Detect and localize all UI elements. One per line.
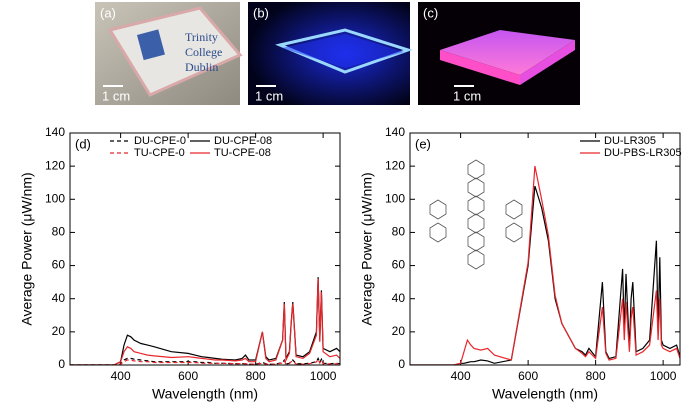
y-tick-label: 40 <box>52 291 66 305</box>
x-axis-label: Wavelength (nm) <box>492 386 598 402</box>
legend-label: DU-CPE-08 <box>214 135 272 147</box>
photo-b: (b) 1 cm <box>248 2 413 105</box>
plot-lines <box>70 277 340 365</box>
y-axis-label: Average Power (μW/nm) <box>19 172 35 325</box>
x-tick-label: 400 <box>451 369 471 383</box>
y-tick-label: 140 <box>385 125 405 139</box>
x-tick-label: 600 <box>178 369 198 383</box>
y-tick-label: 80 <box>392 225 406 239</box>
y-tick-label: 80 <box>52 225 66 239</box>
series-line <box>70 278 340 365</box>
plot-lines <box>410 165 680 365</box>
y-tick-label: 140 <box>45 125 65 139</box>
y-tick-label: 120 <box>45 158 65 172</box>
legend-label: DU-PBS-LR305 <box>604 147 682 159</box>
x-tick-label: 800 <box>586 369 606 383</box>
y-tick-label: 20 <box>392 324 406 338</box>
scale-label: 1 cm <box>453 88 481 103</box>
panel-label: (a) <box>100 5 116 20</box>
y-tick-label: 60 <box>52 258 66 272</box>
molecule-inset <box>429 159 523 270</box>
legend-label: TU-CPE-08 <box>214 147 271 159</box>
x-tick-label: 1000 <box>310 369 337 383</box>
panel-label: (c) <box>423 5 438 20</box>
series-line <box>410 185 680 365</box>
panel-label: (b) <box>253 5 269 20</box>
y-axis-label: Average Power (μW/nm) <box>359 172 375 325</box>
scale-label: 1 cm <box>255 88 283 103</box>
y-tick-label: 0 <box>58 357 65 371</box>
y-tick-label: 20 <box>52 324 66 338</box>
legend-label: DU-CPE-0 <box>134 135 186 147</box>
panel-label: (e) <box>415 136 431 151</box>
y-tick-label: 40 <box>392 291 406 305</box>
x-axis-label: Wavelength (nm) <box>152 386 258 402</box>
series-line <box>410 165 680 365</box>
legend-label: DU-LR305 <box>604 135 656 147</box>
photo-a: (a) Trinity College Dublin 1 cm <box>95 2 243 105</box>
y-tick-label: 120 <box>385 158 405 172</box>
y-tick-label: 100 <box>45 191 65 205</box>
x-tick-label: 800 <box>246 369 266 383</box>
y-tick-label: 60 <box>392 258 406 272</box>
x-tick-label: 600 <box>518 369 538 383</box>
plot-frame <box>69 132 341 366</box>
legend-label: TU-CPE-0 <box>134 147 185 159</box>
panel-label: (d) <box>75 136 91 151</box>
glass-text: Dublin <box>185 60 218 74</box>
series-line <box>70 356 340 365</box>
x-tick-label: 1000 <box>650 369 677 383</box>
photo-c: (c) 1 cm <box>418 2 580 105</box>
glass-text: Trinity <box>185 30 218 44</box>
series-line <box>70 357 340 365</box>
y-tick-label: 100 <box>385 191 405 205</box>
plot-frame <box>409 132 681 366</box>
scale-label: 1 cm <box>102 88 130 103</box>
y-tick-label: 0 <box>398 357 405 371</box>
series-line <box>70 277 340 365</box>
glass-text: College <box>185 45 222 59</box>
x-tick-label: 400 <box>111 369 131 383</box>
